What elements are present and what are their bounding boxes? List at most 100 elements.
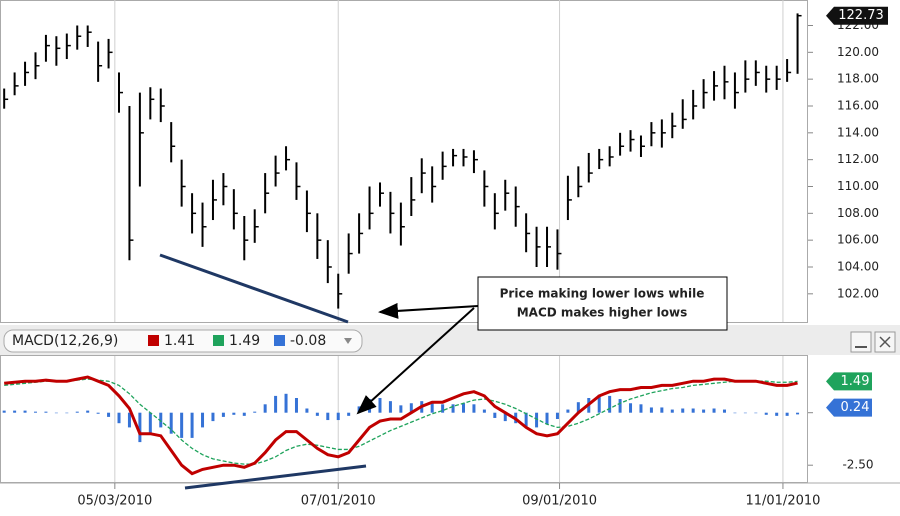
macd-line [4, 375, 798, 476]
marks [2, 0, 802, 482]
histogram-bar [796, 412, 800, 415]
histogram-bar [242, 412, 246, 416]
y-tick-label: 104.00 [837, 259, 879, 273]
histogram-bar [566, 409, 570, 413]
histogram-bar [201, 412, 205, 428]
histogram-bar [597, 394, 601, 413]
legend-value: 1.41 [164, 333, 195, 349]
histogram-bar [65, 412, 69, 414]
histogram-bar [127, 412, 131, 428]
y-tick-label: 102.00 [837, 286, 879, 300]
histogram-bar [75, 411, 79, 413]
x-tick-label: 05/03/2010 [77, 494, 152, 509]
histogram-bar [190, 412, 194, 438]
macd-line [4, 378, 798, 465]
histogram-bar [702, 409, 706, 413]
histogram-bar [33, 411, 37, 413]
x-tick-label: 07/01/2010 [301, 494, 376, 509]
histogram-bar [336, 412, 340, 421]
histogram-bar [629, 403, 633, 413]
histogram-bar [775, 412, 779, 416]
indicator-legend[interactable] [3, 329, 363, 353]
histogram-bar [44, 411, 48, 413]
last-price-label: 122.73 [838, 8, 884, 23]
legend-swatch [148, 335, 159, 346]
histogram-bar [148, 412, 152, 434]
y-tick-label: 114.00 [837, 125, 879, 139]
histogram-bar [576, 402, 580, 413]
histogram-bar [326, 412, 330, 421]
histogram-bar [159, 412, 163, 428]
histogram-bar [472, 404, 476, 413]
histogram-bar [618, 399, 622, 413]
y-tick-label: 120.00 [837, 45, 879, 59]
annotation-text: Price making lower lows while [500, 287, 705, 301]
y-tick-label: -2.50 [842, 458, 873, 472]
histogram-bar [409, 403, 413, 413]
histogram-bar [253, 411, 257, 413]
histogram-bar [294, 398, 298, 413]
histogram-bar [263, 404, 267, 413]
histogram-bar [608, 395, 612, 413]
minimize-button[interactable] [850, 331, 872, 353]
histogram-bar [555, 412, 559, 419]
histogram-bar [493, 412, 497, 418]
histogram-bar [524, 412, 528, 427]
y-tick-label: 106.00 [837, 233, 879, 247]
histogram-bar [451, 404, 455, 413]
arrow [378, 302, 479, 319]
histogram-bar [482, 409, 486, 413]
histogram-bar [535, 412, 539, 428]
histogram-bar [315, 412, 319, 416]
y-tick-label: 116.00 [837, 98, 879, 112]
legend-swatch [213, 335, 224, 346]
signal-label: 1.49 [841, 374, 870, 389]
histogram-bar [462, 403, 466, 413]
histogram-bar [86, 410, 90, 413]
last-price-box [826, 6, 888, 25]
histogram-bar [117, 412, 121, 424]
histogram-bar [378, 398, 382, 413]
y-tick-label: 110.00 [837, 179, 879, 193]
histogram-bar [399, 405, 403, 413]
annotation-box [477, 276, 728, 331]
histogram-bar [430, 401, 434, 413]
histogram-bar [274, 395, 278, 413]
histogram-bar [138, 412, 142, 443]
histogram-bar [305, 408, 309, 413]
histogram-bar [96, 412, 100, 414]
histogram-bar [107, 412, 111, 417]
close-icon [879, 336, 891, 348]
histogram-bar [2, 410, 6, 413]
histogram-bar [347, 412, 351, 416]
annotation-text: MACD makes higher lows [517, 306, 688, 320]
histogram-bar [785, 412, 789, 416]
histogram-bar [639, 404, 643, 413]
marker-label: 0.24 [841, 400, 870, 415]
x-tick-label: 09/01/2010 [522, 494, 597, 509]
histogram-bar [712, 408, 716, 413]
y-tick-label: 118.00 [837, 72, 879, 86]
histogram-bar [54, 412, 58, 414]
legend-value: 1.49 [229, 333, 260, 349]
histogram-bar [169, 412, 173, 434]
histogram-bar [503, 412, 507, 422]
histogram-bar [211, 412, 215, 422]
dropdown-icon[interactable] [344, 338, 352, 344]
price-panel [0, 0, 808, 323]
indicator-name: MACD(12,26,9) [12, 333, 118, 349]
histogram-bar [441, 404, 445, 413]
histogram-bar [754, 412, 758, 414]
histogram-bar [743, 412, 747, 414]
histogram-bar [23, 410, 27, 413]
x-tick-label: 11/01/2010 [745, 494, 820, 509]
histogram-bar [13, 410, 17, 413]
histogram-bar [180, 412, 184, 438]
trend-line [159, 253, 349, 324]
histogram-bar [733, 412, 737, 414]
histogram-bar [221, 412, 225, 417]
histogram-bar [691, 408, 695, 413]
histogram-bar [660, 407, 664, 413]
